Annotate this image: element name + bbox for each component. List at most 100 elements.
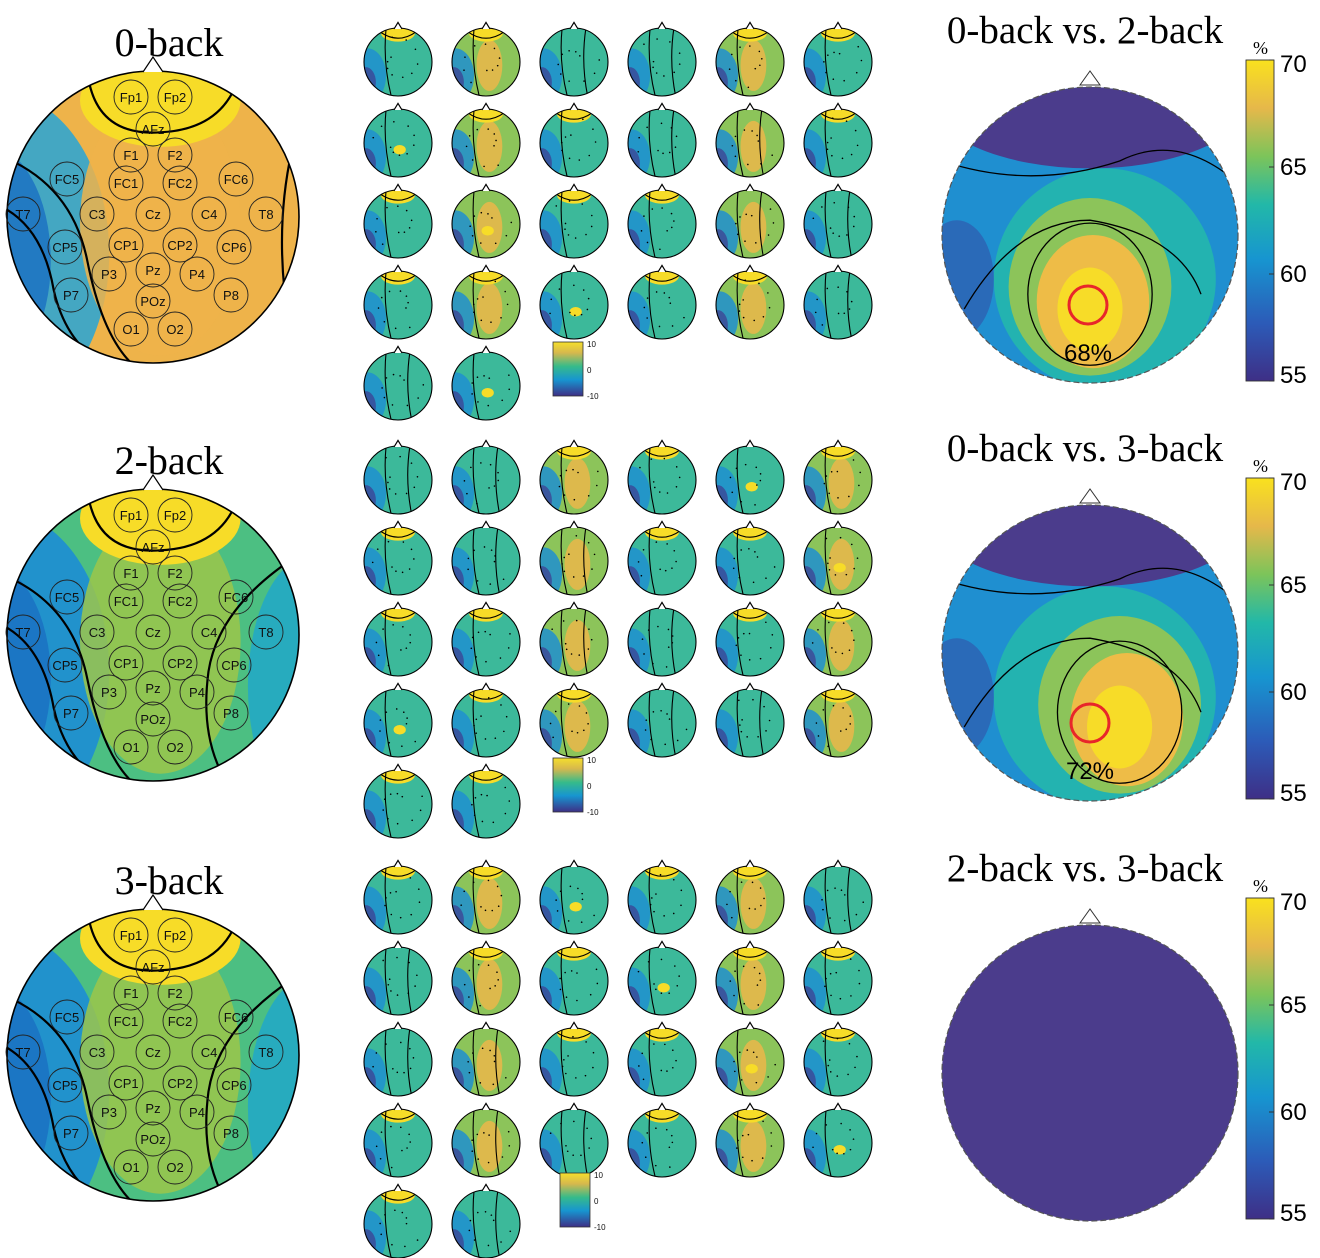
electrode-label: P7 (63, 288, 79, 303)
electrode-label: P4 (189, 1105, 205, 1120)
component-map (363, 345, 433, 421)
electrode-p4: P4 (179, 674, 215, 710)
colorbar-tick: 55 (1280, 362, 1307, 389)
comparison-map: 0-back vs. 3-back 72% (941, 427, 1239, 802)
component-map (363, 763, 433, 839)
component-map (539, 264, 609, 340)
electrode-cp2: CP2 (162, 645, 198, 681)
electrode-label: P3 (101, 1105, 117, 1120)
electrode-label: FC1 (114, 594, 139, 609)
electrode-label: FC5 (55, 1010, 80, 1025)
electrode-label: Cz (145, 1045, 161, 1060)
electrode-label: P3 (101, 267, 117, 282)
electrode-label: Pz (145, 681, 160, 696)
comparison-map: 2-back vs. 3-back (941, 847, 1239, 1222)
colorbar-tick: 70 (1280, 889, 1307, 916)
electrode-label: F1 (123, 986, 138, 1001)
component-map (451, 1183, 521, 1258)
electrode-p3: P3 (91, 1094, 127, 1130)
electrode-label: POz (140, 712, 165, 727)
electrode-f1: F1 (113, 555, 149, 591)
electrode-label: CP2 (167, 656, 192, 671)
component-map (803, 102, 873, 178)
component-map (803, 439, 873, 515)
electrode-c3: C3 (79, 614, 115, 650)
electrode-afz: AFz (135, 111, 171, 147)
component-map (715, 1102, 785, 1178)
electrode-label: C4 (201, 1045, 218, 1060)
component-map (363, 439, 433, 515)
component-map (803, 1021, 873, 1097)
electrode-fc1: FC1 (108, 583, 144, 619)
electrode-label: P8 (223, 706, 239, 721)
electrode-f2: F2 (157, 975, 193, 1011)
component-map (803, 682, 873, 758)
electrode-fc6: FC6 (218, 161, 254, 197)
electrode-cp5: CP5 (47, 229, 83, 265)
component-map (803, 520, 873, 596)
component-map (715, 520, 785, 596)
electrode-label: O1 (122, 322, 139, 337)
electrode-label: P8 (223, 1126, 239, 1141)
electrode-p3: P3 (91, 256, 127, 292)
electrode-label: C4 (201, 625, 218, 640)
component-map (715, 1021, 785, 1097)
electrode-cp2: CP2 (162, 227, 198, 263)
electrode-label: CP1 (113, 1076, 138, 1091)
electrode-label: FC2 (168, 1014, 193, 1029)
electrode-label: CP5 (52, 240, 77, 255)
electrode-c3: C3 (79, 196, 115, 232)
component-map (715, 859, 785, 935)
electrode-label: FC2 (168, 176, 193, 191)
electrode-label: FC5 (55, 590, 80, 605)
electrode-label: C3 (89, 625, 106, 640)
colorbar-tick: 65 (1280, 992, 1307, 1019)
electrode-label: FC6 (224, 590, 249, 605)
electrode-label: CP5 (52, 658, 77, 673)
component-map (539, 102, 609, 178)
electrode-label: CP2 (167, 1076, 192, 1091)
electrode-label: Fp2 (164, 508, 186, 523)
electrode-cp1: CP1 (108, 227, 144, 263)
electrode-cp6: CP6 (216, 229, 252, 265)
electrode-label: T8 (258, 625, 273, 640)
component-map (627, 1102, 697, 1178)
component-map (539, 859, 609, 935)
component-map (715, 940, 785, 1016)
electrode-t8: T8 (248, 196, 284, 232)
electrode-label: P4 (189, 267, 205, 282)
electrode-label: F2 (167, 986, 182, 1001)
component-map (451, 264, 521, 340)
component-map (363, 601, 433, 677)
electrode-poz: POz (135, 283, 171, 319)
component-map (363, 183, 433, 259)
electrode-label: O1 (122, 740, 139, 755)
component-map (363, 859, 433, 935)
comparison-map: 0-back vs. 2-back 68% (941, 9, 1239, 384)
component-map (451, 1102, 521, 1178)
electrode-label: CP6 (221, 658, 246, 673)
colorbar-tick: 70 (1280, 51, 1307, 78)
electrode-label: C3 (89, 207, 106, 222)
electrode-f2: F2 (157, 137, 193, 173)
condition-label: 2-back (115, 438, 224, 483)
component-map (363, 1021, 433, 1097)
component-map (363, 1102, 433, 1178)
peak-electrode-marker (1069, 702, 1111, 744)
electrode-label: CP2 (167, 238, 192, 253)
colorbar-tick: 60 (1280, 1099, 1307, 1126)
electrode-label: P7 (63, 706, 79, 721)
electrode-label: AFz (141, 122, 164, 137)
component-map (363, 264, 433, 340)
component-map (627, 102, 697, 178)
component-map (627, 183, 697, 259)
comparison-title: 0-back vs. 2-back (947, 9, 1224, 52)
electrode-cp2: CP2 (162, 1065, 198, 1101)
electrode-label: Pz (145, 1101, 160, 1116)
electrode-fp2: Fp2 (157, 917, 193, 953)
electrode-fp2: Fp2 (157, 497, 193, 533)
electrode-cp6: CP6 (216, 647, 252, 683)
colorbar-unit: % (1253, 456, 1268, 476)
